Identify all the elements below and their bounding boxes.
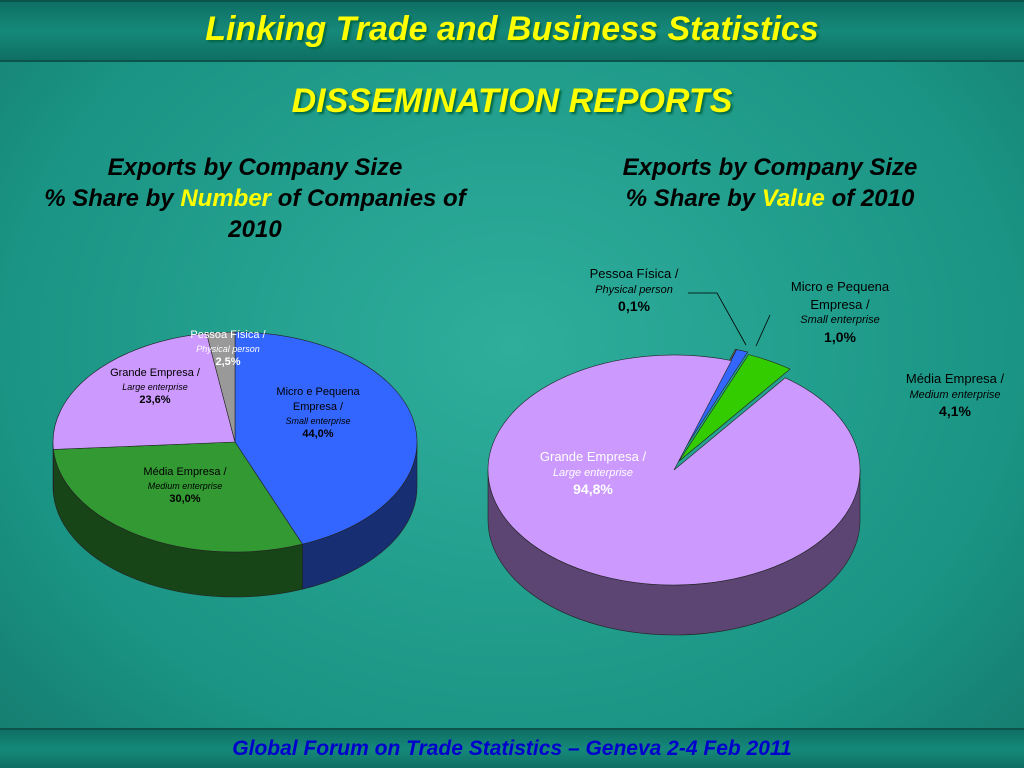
pie-slice <box>678 354 791 462</box>
slice-category: Micro e Pequena Empresa / <box>790 279 890 312</box>
pie-label: Média Empresa / Medium enterprise 4,1% <box>890 370 1020 421</box>
slice-value: 1,0% <box>824 328 856 345</box>
slice-category: Média Empresa / <box>905 371 1005 386</box>
pie-label: Micro e Pequena Empresa / Small enterpris… <box>775 278 905 347</box>
pie-label: Média Empresa / Medium enterprise 30,0% <box>140 465 230 507</box>
pie-label: Grande Empresa / Large enterprise 23,6% <box>110 366 200 408</box>
pie-label: Pessoa Física / Physical person 2,5% <box>183 328 273 370</box>
slice-category: Grande Empresa / <box>110 367 200 379</box>
subtitle-part: Value <box>761 185 825 212</box>
header-band <box>0 0 1024 62</box>
subtitle-part: % Share by <box>625 185 762 212</box>
chart-title-text: Exports by Company Size <box>622 154 918 181</box>
subtitle-part: of 2010 <box>824 185 915 212</box>
slice-category: Pessoa Física / <box>190 329 266 341</box>
slice-category-en: Large enterprise <box>552 466 634 479</box>
chart-title-text: Exports by Company Size <box>107 154 403 181</box>
slide-subtitle: DISSEMINATION REPORTS <box>291 82 733 120</box>
pie-label: Pessoa Física / Physical person 0,1% <box>564 265 704 316</box>
slice-value: 23,6% <box>139 393 171 406</box>
slice-category-en: Medium enterprise <box>147 480 223 491</box>
slice-value: 44,0% <box>302 427 334 440</box>
pie-slice <box>234 331 418 545</box>
pie-slice <box>52 333 236 450</box>
slice-category: Grande Empresa / <box>539 449 647 464</box>
subtitle-part: of Companies of 2010 <box>228 185 466 243</box>
chart-title: Exports by Company Size% Share by Value … <box>540 152 1000 214</box>
slice-category-en: Small enterprise <box>285 415 351 426</box>
pie-slice <box>487 354 861 586</box>
slice-value: 2,5% <box>215 355 241 368</box>
slice-category: Média Empresa / <box>143 466 227 478</box>
slice-category-en: Small enterprise <box>800 314 880 327</box>
slice-category: Micro e Pequena Empresa / <box>276 386 360 413</box>
slice-category-en: Large enterprise <box>122 381 188 392</box>
subtitle-part: Number <box>180 185 272 212</box>
slice-value: 4,1% <box>939 403 971 420</box>
slide-title: Linking Trade and Business Statistics <box>205 10 819 48</box>
pie-slices <box>487 348 861 586</box>
slice-category-en: Medium enterprise <box>909 388 1001 401</box>
slice-category-en: Physical person <box>595 283 673 296</box>
pie-label: Grande Empresa / Large enterprise 94,8% <box>523 448 663 499</box>
leader-line <box>755 314 771 347</box>
slice-value: 0,1% <box>618 298 650 315</box>
chart-subtitle: % Share by Number of Companies of 2010 <box>20 183 490 245</box>
pie-slice <box>677 349 749 459</box>
leader-line <box>688 292 747 346</box>
slice-category: Pessoa Física / <box>589 266 679 281</box>
slice-value: 30,0% <box>169 492 201 505</box>
pie-slice <box>206 331 236 443</box>
footer-band <box>0 728 1024 768</box>
footer: Global Forum on Trade Statistics – Genev… <box>232 737 792 760</box>
subtitle-part: % Share by <box>44 185 181 212</box>
pie-slice <box>53 441 303 553</box>
pie-slices <box>52 331 418 553</box>
chart-title: Exports by Company Size% Share by Number… <box>20 152 490 245</box>
pie-label: Micro e Pequena Empresa / Small enterpris… <box>268 385 368 442</box>
slice-category-en: Physical person <box>196 343 260 354</box>
slice-value: 94,8% <box>573 481 613 498</box>
chart-subtitle: % Share by Value of 2010 <box>540 183 1000 214</box>
